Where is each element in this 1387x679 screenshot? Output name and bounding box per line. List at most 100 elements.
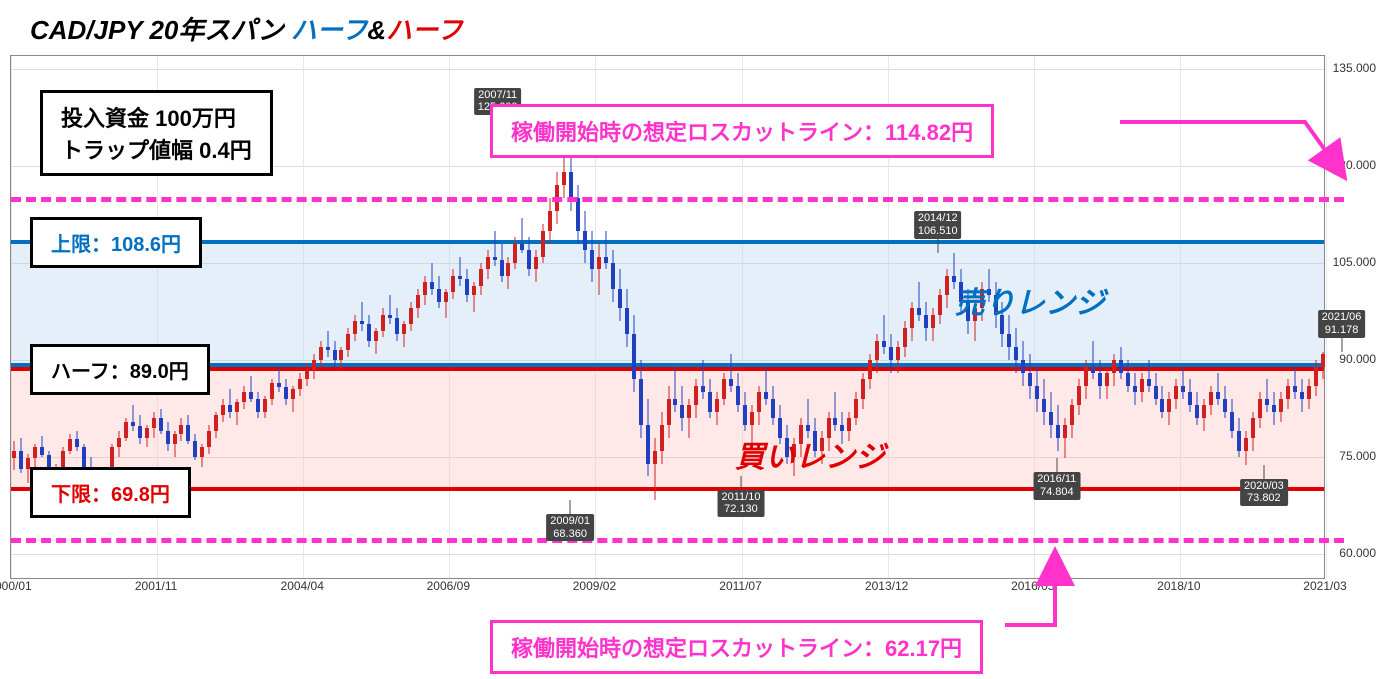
price-flag: 2020/0373.802 bbox=[1240, 479, 1288, 506]
xtick-label: 2004/04 bbox=[281, 579, 324, 593]
candle bbox=[291, 56, 295, 578]
candle bbox=[284, 56, 288, 578]
lower-limit-box: 下限：69.8円 bbox=[30, 467, 191, 518]
candle bbox=[465, 56, 469, 578]
xtick-label: 2000/01 bbox=[0, 579, 32, 593]
candle bbox=[409, 56, 413, 578]
candle bbox=[1307, 56, 1311, 578]
candle bbox=[319, 56, 323, 578]
capital-line2: トラップ値幅 0.4円 bbox=[61, 133, 252, 165]
candle bbox=[472, 56, 476, 578]
candle bbox=[326, 56, 330, 578]
candle bbox=[1230, 56, 1234, 578]
half-box: ハーフ：89.0円 bbox=[30, 344, 210, 395]
candle bbox=[339, 56, 343, 578]
candle bbox=[416, 56, 420, 578]
lower-losscut-box: 稼働開始時の想定ロスカットライン：62.17円 bbox=[490, 620, 983, 674]
losscut-line-upper bbox=[11, 197, 1344, 202]
candle bbox=[1293, 56, 1297, 578]
ytick-label: 105.000 bbox=[1333, 255, 1376, 269]
price-flag-stem bbox=[937, 237, 938, 253]
title-segment: CAD/JPY 20年スパン bbox=[30, 15, 291, 45]
candle bbox=[1181, 56, 1185, 578]
candle bbox=[1223, 56, 1227, 578]
candle bbox=[1105, 56, 1109, 578]
candle bbox=[458, 56, 462, 578]
xtick-label: 2009/02 bbox=[573, 579, 616, 593]
candle bbox=[1174, 56, 1178, 578]
candle bbox=[1119, 56, 1123, 578]
candle bbox=[1140, 56, 1144, 578]
candle bbox=[367, 56, 371, 578]
x-axis: 2000/012001/112004/042006/092009/022011/… bbox=[10, 579, 1325, 599]
ytick-label: 90.000 bbox=[1339, 352, 1376, 366]
candle bbox=[346, 56, 350, 578]
xtick-label: 2006/09 bbox=[427, 579, 470, 593]
buy-range-label: 買いレンジ bbox=[735, 432, 885, 476]
candle bbox=[388, 56, 392, 578]
price-flag: 2016/1174.804 bbox=[1033, 472, 1080, 499]
candle bbox=[1216, 56, 1220, 578]
candle bbox=[1300, 56, 1304, 578]
candle bbox=[333, 56, 337, 578]
title-segment: ハーフ bbox=[291, 15, 367, 45]
candle bbox=[305, 56, 309, 578]
candle bbox=[430, 56, 434, 578]
candle bbox=[312, 56, 316, 578]
ytick-label: 135.000 bbox=[1333, 61, 1376, 75]
candle bbox=[19, 56, 23, 578]
ytick-label: 120.000 bbox=[1333, 158, 1376, 172]
candle bbox=[1112, 56, 1116, 578]
price-flag: 2011/1072.130 bbox=[717, 490, 764, 517]
candle bbox=[1209, 56, 1213, 578]
price-flag-stem bbox=[1263, 465, 1264, 479]
ytick-label: 75.000 bbox=[1339, 449, 1376, 463]
candle bbox=[423, 56, 427, 578]
price-flag: 2014/12106.510 bbox=[914, 211, 962, 238]
price-flag-stem bbox=[1056, 458, 1057, 472]
y-axis: 60.000 75.000 90.000 105.000 120.000 135.000 bbox=[1325, 55, 1380, 579]
candle bbox=[353, 56, 357, 578]
candle bbox=[444, 56, 448, 578]
candle bbox=[451, 56, 455, 578]
candle bbox=[402, 56, 406, 578]
losscut-line-lower bbox=[11, 538, 1344, 543]
title-segment: & bbox=[367, 15, 386, 45]
xtick-label: 2016/05 bbox=[1011, 579, 1054, 593]
candle bbox=[1154, 56, 1158, 578]
price-flag-stem bbox=[570, 500, 571, 514]
upper-losscut-box: 稼働開始時の想定ロスカットライン：114.82円 bbox=[490, 104, 994, 158]
xtick-label: 2011/07 bbox=[719, 579, 762, 593]
candle bbox=[277, 56, 281, 578]
candle bbox=[1195, 56, 1199, 578]
candle bbox=[1188, 56, 1192, 578]
xtick-label: 2018/10 bbox=[1157, 579, 1200, 593]
xtick-label: 2013/12 bbox=[865, 579, 908, 593]
chart-title: CAD/JPY 20年スパン ハーフ&ハーフ bbox=[30, 10, 463, 47]
xtick-label: 2021/03 bbox=[1303, 579, 1346, 593]
upper-limit-box: 上限：108.6円 bbox=[30, 217, 202, 268]
capital-box: 投入資金 100万円 トラップ値幅 0.4円 bbox=[40, 90, 273, 176]
candle bbox=[298, 56, 302, 578]
candle bbox=[1202, 56, 1206, 578]
candle bbox=[437, 56, 441, 578]
candle bbox=[1160, 56, 1164, 578]
sell-range-label: 売りレンジ bbox=[955, 278, 1105, 322]
candle bbox=[395, 56, 399, 578]
candle bbox=[381, 56, 385, 578]
candle bbox=[1167, 56, 1171, 578]
candle bbox=[374, 56, 378, 578]
price-flag-stem bbox=[740, 476, 741, 490]
candle bbox=[1126, 56, 1130, 578]
capital-line1: 投入資金 100万円 bbox=[61, 101, 252, 133]
price-flag: 2009/0168.360 bbox=[546, 514, 594, 541]
xtick-label: 2001/11 bbox=[135, 579, 178, 593]
candle bbox=[486, 56, 490, 578]
candle bbox=[360, 56, 364, 578]
candle bbox=[12, 56, 16, 578]
candle bbox=[1133, 56, 1137, 578]
ytick-label: 60.000 bbox=[1339, 546, 1376, 560]
candle bbox=[479, 56, 483, 578]
title-segment: ハーフ bbox=[386, 15, 462, 45]
candle bbox=[1147, 56, 1151, 578]
